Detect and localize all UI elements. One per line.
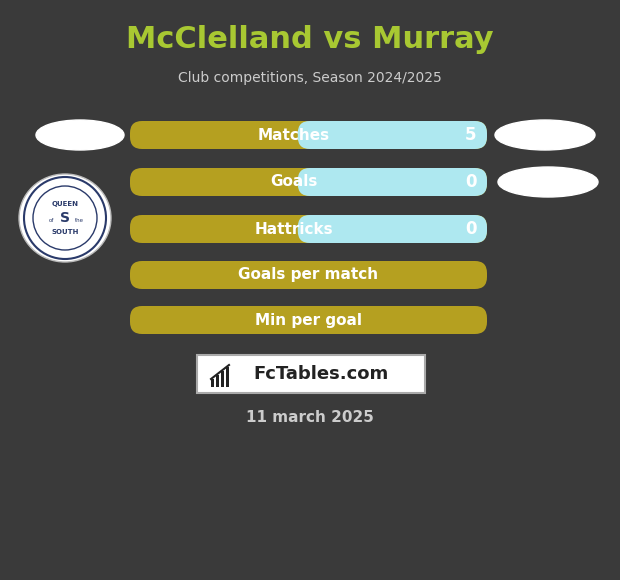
FancyBboxPatch shape (130, 121, 487, 149)
FancyBboxPatch shape (130, 306, 487, 334)
Text: 11 march 2025: 11 march 2025 (246, 411, 374, 426)
Ellipse shape (498, 167, 598, 197)
FancyBboxPatch shape (197, 355, 425, 393)
FancyBboxPatch shape (211, 379, 214, 387)
Text: Hattricks: Hattricks (254, 222, 333, 237)
Ellipse shape (36, 120, 124, 150)
FancyBboxPatch shape (221, 371, 224, 387)
Text: FcTables.com: FcTables.com (254, 365, 389, 383)
Text: QUEEN: QUEEN (51, 201, 79, 207)
Text: SOUTH: SOUTH (51, 229, 79, 235)
FancyBboxPatch shape (130, 261, 487, 289)
FancyBboxPatch shape (226, 367, 229, 387)
Text: Goals per match: Goals per match (239, 267, 379, 282)
Text: McClelland vs Murray: McClelland vs Murray (126, 26, 494, 55)
Text: Club competitions, Season 2024/2025: Club competitions, Season 2024/2025 (178, 71, 442, 85)
Text: the: the (74, 218, 84, 223)
Text: S: S (60, 211, 70, 225)
Text: Min per goal: Min per goal (255, 313, 362, 328)
FancyBboxPatch shape (130, 215, 487, 243)
Ellipse shape (495, 120, 595, 150)
Text: 5: 5 (465, 126, 477, 144)
Text: 0: 0 (465, 173, 477, 191)
FancyBboxPatch shape (130, 168, 487, 196)
Ellipse shape (19, 174, 111, 262)
FancyBboxPatch shape (298, 168, 487, 196)
Text: Matches: Matches (257, 128, 330, 143)
FancyBboxPatch shape (216, 375, 219, 387)
FancyBboxPatch shape (298, 121, 487, 149)
Text: Goals: Goals (270, 175, 317, 190)
FancyBboxPatch shape (298, 215, 487, 243)
Text: of: of (48, 218, 54, 223)
Text: 0: 0 (465, 220, 477, 238)
